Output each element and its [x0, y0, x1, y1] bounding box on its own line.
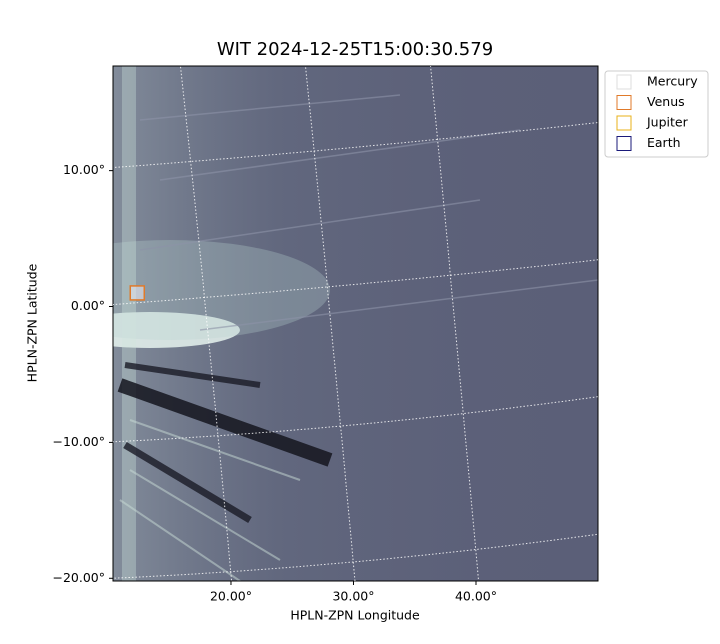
plot-frame	[112, 65, 599, 582]
y-axis-label: HPLN-ZPN Latitude	[25, 263, 40, 382]
grid-line	[113, 259, 598, 306]
x-axis-label: HPLN-ZPN Longitude	[290, 608, 420, 623]
x-tick-label: 30.00°	[332, 589, 374, 604]
legend-label: Mercury	[647, 74, 698, 89]
legend-marker	[616, 136, 632, 151]
y-tick-label: −10.00°	[52, 434, 105, 449]
legend-marker	[616, 115, 632, 131]
legend-marker	[616, 95, 632, 110]
image	[113, 66, 598, 581]
grid-line	[430, 66, 480, 581]
legend-label: Venus	[647, 94, 685, 109]
chart-title: WIT 2024-12-25T15:00:30.579	[217, 39, 493, 60]
x-tick-label: 40.00°	[455, 589, 497, 604]
x-tick-label: 20.00°	[210, 589, 252, 604]
legend	[604, 70, 709, 158]
y-tick-label: 0.00°	[71, 298, 105, 313]
legend-label: Jupiter	[646, 115, 689, 130]
y-tick-label: 10.00°	[63, 162, 105, 177]
legend-marker	[616, 74, 632, 90]
planet-marker	[129, 285, 146, 301]
grid-line	[179, 66, 233, 581]
legend-label: Earth	[647, 135, 681, 150]
y-tick-label: −20.00°	[52, 570, 105, 585]
grid-line	[113, 396, 598, 443]
